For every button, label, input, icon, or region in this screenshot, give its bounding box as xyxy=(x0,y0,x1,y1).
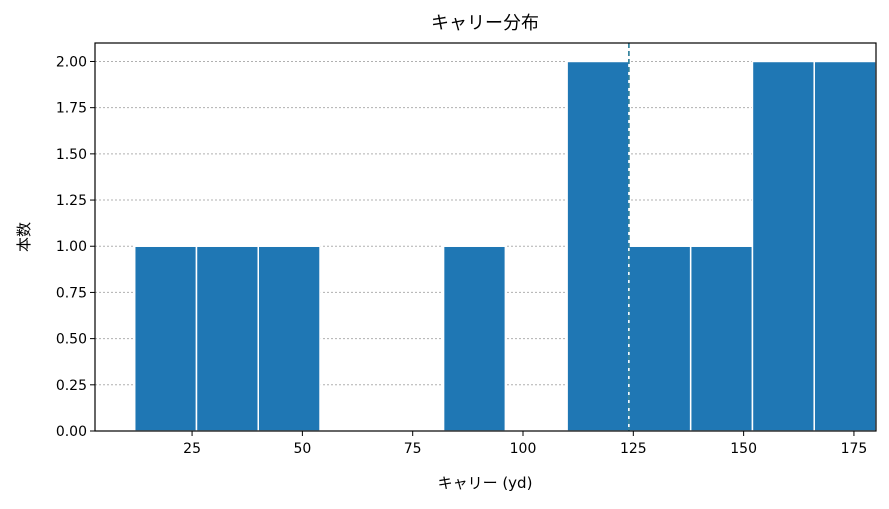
y-tick-label: 0.50 xyxy=(56,332,87,348)
histogram-bar xyxy=(689,245,754,432)
histogram-bar xyxy=(133,245,198,432)
histogram-bar xyxy=(195,245,260,432)
y-tick-label: 1.50 xyxy=(56,147,87,163)
histogram-bar xyxy=(257,245,321,432)
bar-layer xyxy=(133,60,877,432)
plot-frame xyxy=(94,42,877,432)
histogram-bar xyxy=(813,60,877,432)
x-tick-label: 75 xyxy=(404,441,422,457)
y-axis-label: 本数 xyxy=(15,222,33,252)
x-tick-label: 175 xyxy=(841,441,868,457)
y-tick-label: 0.00 xyxy=(56,424,87,440)
histogram-bar xyxy=(442,245,507,432)
y-tick-label: 0.75 xyxy=(56,285,87,301)
y-tick-label: 1.25 xyxy=(56,193,87,209)
x-tick-label: 125 xyxy=(620,441,647,457)
x-tick-label: 100 xyxy=(510,441,537,457)
histogram-bar xyxy=(566,60,630,432)
y-axis-ticks: 0.00 0.25 0.50 0.75 1.00 1.25 1.50 1.75 2.00 xyxy=(56,54,95,440)
histogram-bar xyxy=(628,245,692,432)
y-tick-label: 1.00 xyxy=(56,239,87,255)
x-axis-label: キャリー (yd) xyxy=(438,474,533,492)
chart-title: キャリー分布 xyxy=(431,13,539,34)
y-tick-label: 2.00 xyxy=(56,54,87,70)
histogram-bar xyxy=(751,60,815,432)
x-axis-ticks: 25 50 75 100 125 150 175 xyxy=(183,431,867,457)
x-tick-label: 50 xyxy=(293,441,311,457)
y-tick-label: 0.25 xyxy=(56,378,87,394)
x-tick-label: 150 xyxy=(730,441,757,457)
y-tick-label: 1.75 xyxy=(56,101,87,117)
x-tick-label: 25 xyxy=(183,441,201,457)
